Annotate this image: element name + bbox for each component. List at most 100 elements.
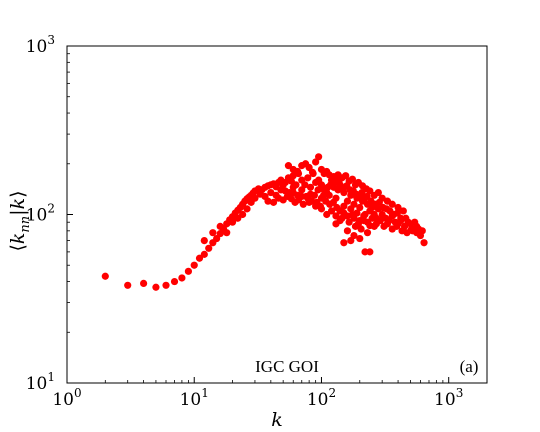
data-point <box>216 222 224 230</box>
data-point <box>343 227 352 235</box>
data-point <box>223 229 231 237</box>
data-point <box>320 191 328 199</box>
data-point <box>269 198 278 206</box>
data-point <box>388 200 396 208</box>
data-point <box>299 200 307 208</box>
data-point <box>374 188 382 197</box>
data-point <box>329 198 337 206</box>
data-point <box>399 207 407 215</box>
data-point <box>402 214 410 222</box>
data-point <box>340 209 348 217</box>
data-point <box>347 205 355 213</box>
data-point <box>162 281 170 289</box>
data-point <box>184 267 193 275</box>
data-point <box>140 279 148 288</box>
data-point <box>368 214 376 222</box>
data-points <box>101 153 428 291</box>
data-point <box>200 250 208 258</box>
data-point <box>314 186 322 194</box>
data-point <box>101 272 109 280</box>
x-tick-label: 102 <box>307 386 336 410</box>
data-point <box>289 188 297 197</box>
data-point <box>345 218 353 226</box>
data-point <box>348 175 356 183</box>
data-point <box>294 167 302 176</box>
x-tick-label: 101 <box>180 386 209 410</box>
data-point <box>358 188 366 197</box>
x-axis-label: k <box>271 409 283 431</box>
data-point <box>239 210 247 219</box>
data-point <box>360 217 368 225</box>
data-point <box>304 174 312 182</box>
data-point <box>383 220 392 228</box>
data-point <box>363 229 372 237</box>
y-tick-label: 102 <box>26 202 55 226</box>
data-point <box>356 203 364 212</box>
data-point <box>209 229 217 237</box>
data-point <box>195 254 204 262</box>
data-point <box>294 196 303 204</box>
y-label-k2: k <box>7 198 29 210</box>
y-axis-label: ⟨knn|k⟩ <box>7 190 33 251</box>
data-point <box>200 237 208 245</box>
plot-area-frame <box>66 45 488 384</box>
data-point <box>332 212 340 220</box>
data-point <box>170 277 179 286</box>
data-point <box>306 183 315 191</box>
data-point <box>298 186 306 194</box>
data-point <box>316 202 324 210</box>
data-point <box>354 220 362 228</box>
y-tick-label: 101 <box>26 370 55 394</box>
data-point <box>267 188 275 197</box>
data-point <box>335 176 343 184</box>
data-point <box>376 217 384 225</box>
data-point <box>343 197 352 205</box>
data-point <box>251 194 259 202</box>
y-label-subscript: nn <box>18 216 33 233</box>
data-point <box>356 234 364 243</box>
data-point <box>327 207 336 215</box>
data-point <box>340 239 348 247</box>
data-point <box>124 281 132 289</box>
y-label-bar: | <box>7 209 29 215</box>
data-point <box>310 191 318 199</box>
dataset-annotation: IGC GOI <box>255 357 319 376</box>
data-point <box>420 239 428 247</box>
data-point <box>350 231 358 240</box>
data-point <box>340 202 348 210</box>
data-point <box>190 261 198 269</box>
y-axis-ticks: 101 102 103 <box>26 33 73 394</box>
data-point <box>336 217 344 225</box>
y-label-open-bracket: ⟨ <box>7 244 29 251</box>
x-tick-label: 103 <box>434 386 463 410</box>
data-point <box>228 218 237 226</box>
data-point <box>411 218 419 226</box>
data-point <box>205 244 213 252</box>
data-point <box>393 222 401 230</box>
data-point <box>363 192 371 201</box>
x-axis-ticks: 100 101 102 103 <box>52 377 488 410</box>
data-point <box>375 198 383 206</box>
data-point <box>418 227 426 235</box>
data-point <box>178 274 186 282</box>
y-label-close-bracket: ⟩ <box>7 190 29 197</box>
data-point <box>284 162 293 170</box>
data-point <box>366 221 374 230</box>
data-point <box>366 187 374 195</box>
data-point <box>342 172 350 180</box>
data-point <box>393 209 401 217</box>
data-point <box>348 210 356 219</box>
data-point <box>366 248 374 256</box>
data-point <box>243 205 251 213</box>
panel-label: (a) <box>460 357 479 376</box>
y-tick-label: 103 <box>26 33 55 57</box>
data-point <box>152 283 160 291</box>
data-point <box>315 153 323 161</box>
x-tick-label: 100 <box>52 386 81 410</box>
data-point <box>325 191 333 199</box>
data-point <box>264 197 272 205</box>
data-point <box>289 183 297 191</box>
data-point <box>394 203 402 212</box>
y-label-k: k <box>7 233 29 245</box>
